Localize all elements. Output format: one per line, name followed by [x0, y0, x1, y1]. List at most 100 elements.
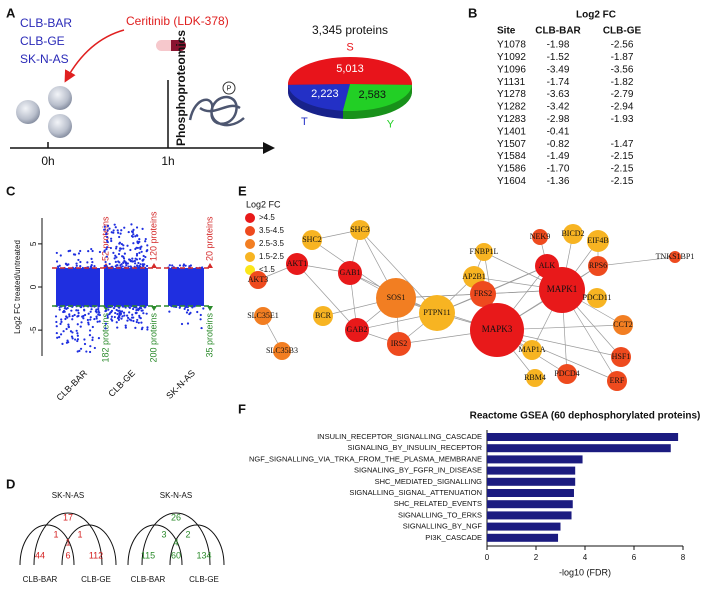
slice-label: T: [301, 116, 308, 128]
point: [76, 323, 79, 326]
point: [67, 323, 70, 326]
point: [135, 309, 138, 312]
point: [136, 318, 139, 322]
column-header: Site: [497, 26, 516, 37]
point: [90, 264, 93, 267]
point: [130, 305, 133, 308]
point: [114, 226, 117, 229]
point: [77, 309, 80, 312]
node-label: SLC35B3: [266, 346, 298, 355]
column-header: CLB-BAR: [535, 26, 581, 37]
legend-swatch: [245, 265, 255, 275]
point: [115, 321, 118, 324]
venn-arc: [61, 524, 117, 566]
point: [103, 228, 106, 231]
network-node: [273, 342, 291, 360]
table-cell: -3.49: [547, 64, 570, 75]
point: [126, 319, 129, 322]
point: [135, 320, 138, 324]
point: [118, 261, 121, 264]
point: [135, 234, 139, 237]
node-label: RPS6: [589, 261, 607, 270]
bar: [487, 433, 679, 441]
point: [55, 331, 58, 335]
point: [176, 266, 180, 270]
point: [58, 264, 61, 267]
point: [122, 257, 126, 260]
point: [141, 227, 144, 230]
network-node: [419, 295, 455, 331]
legend-label: 1.5-2.5: [259, 252, 284, 261]
network-edge: [597, 256, 676, 267]
point: [95, 308, 98, 311]
point: [88, 350, 92, 354]
network-node: [470, 281, 496, 307]
table-cell: -0.82: [547, 139, 570, 150]
point: [108, 262, 111, 266]
point: [111, 319, 114, 322]
row-label: Y1283: [497, 114, 526, 125]
point: [56, 336, 59, 339]
point: [106, 246, 109, 249]
point: [122, 247, 125, 250]
venn-label: CLB-BAR: [131, 575, 166, 584]
bar: [487, 477, 576, 486]
point: [199, 318, 202, 321]
point: [76, 332, 79, 335]
point: [146, 326, 149, 329]
point: [79, 265, 82, 268]
point: [98, 320, 101, 323]
point: [125, 264, 128, 267]
network-edge: [359, 229, 438, 314]
legend-swatch: [245, 213, 255, 223]
timepoint: 1h: [161, 154, 174, 168]
venn-arc: [33, 512, 103, 566]
venn-count: 60: [171, 550, 181, 560]
point: [90, 247, 93, 251]
point: [140, 307, 143, 310]
point: [141, 264, 145, 267]
slice-value-label: 2,583: [358, 89, 386, 101]
y-tick-label: -5: [29, 326, 38, 334]
venn-count: 1: [65, 537, 70, 547]
row-label: Y1604: [497, 176, 526, 187]
point: [62, 309, 66, 313]
point: [126, 262, 129, 265]
point: [117, 309, 120, 312]
point: [135, 252, 139, 256]
point: [105, 309, 108, 312]
network-node: [376, 278, 416, 318]
point-cloud: [56, 268, 100, 306]
node-label: ALK: [539, 261, 556, 270]
node-label: MAPK3: [482, 324, 513, 334]
panel-letter: F: [238, 401, 246, 416]
point: [126, 314, 129, 317]
venn-label: SK-N-AS: [52, 491, 84, 500]
point: [91, 336, 94, 339]
venn-count: 2: [185, 529, 190, 539]
point: [89, 318, 92, 321]
y-tick-label: NGF_SIGNALLING_VIA_TRKA_FROM_THE_PLASMA_…: [249, 454, 482, 463]
node-label: ERF: [610, 376, 625, 385]
point: [75, 262, 78, 265]
point: [130, 230, 134, 233]
point: [106, 224, 110, 228]
timepoint: 0h: [41, 154, 54, 168]
venn-count: 17: [63, 512, 73, 522]
point: [107, 308, 110, 311]
node-label: NEK9: [530, 232, 550, 241]
y-tick-label: SIGNALLING_SIGNAL_ATTENUATION: [349, 488, 482, 497]
point: [91, 249, 94, 253]
point: [123, 226, 126, 229]
point: [200, 266, 203, 270]
legend-swatch: [245, 226, 255, 236]
point: [114, 254, 117, 257]
point: [105, 264, 108, 267]
point: [141, 309, 144, 312]
network-node: [526, 369, 544, 387]
point: [79, 325, 82, 328]
point: [140, 328, 144, 331]
point: [105, 305, 109, 308]
point: [134, 235, 137, 238]
